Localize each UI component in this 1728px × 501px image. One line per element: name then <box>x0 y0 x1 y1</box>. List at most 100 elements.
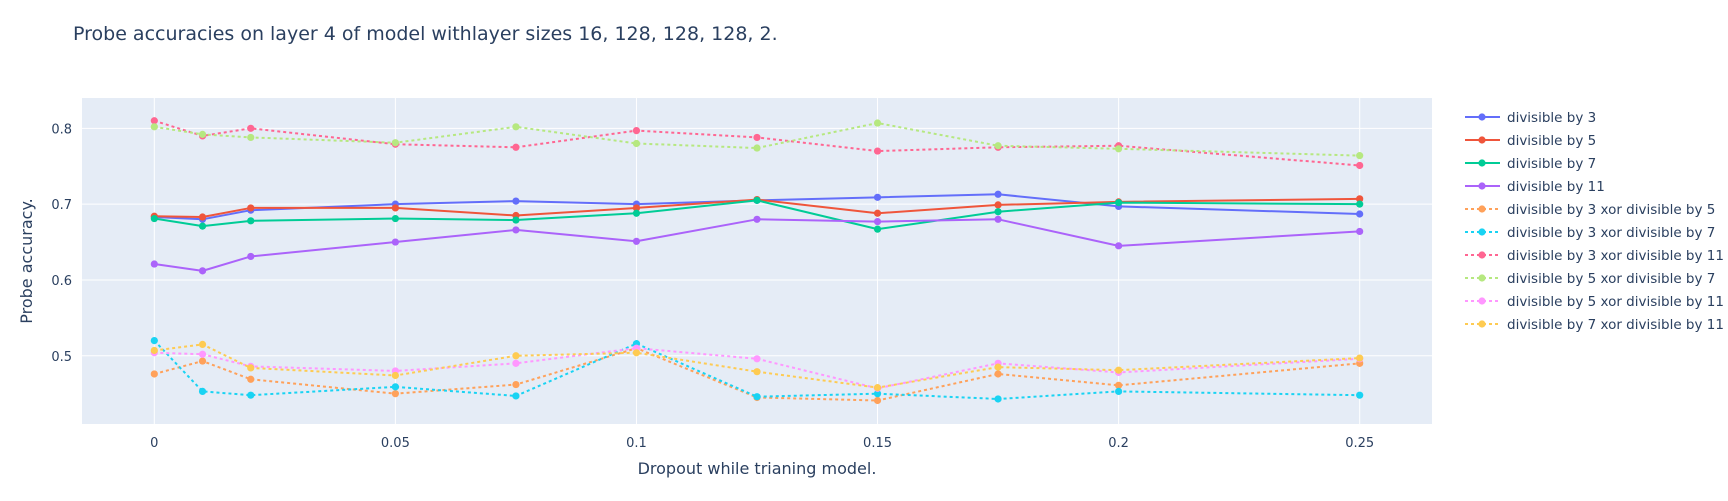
data-point <box>632 237 641 245</box>
y-tick-label: 0.6 <box>51 274 72 289</box>
data-point <box>512 392 520 400</box>
data-point <box>391 390 399 398</box>
legend-item[interactable]: divisible by 3 <box>1465 110 1596 126</box>
data-point <box>994 208 1002 216</box>
data-point <box>632 204 641 212</box>
data-point <box>1356 227 1364 236</box>
data-point <box>873 193 882 201</box>
series-line <box>154 343 1360 389</box>
x-tick-label: 0.25 <box>1345 436 1374 451</box>
data-point <box>632 139 641 148</box>
data-point <box>632 209 641 217</box>
legend-swatch-marker <box>1478 136 1486 144</box>
legend-label: divisible by 3 xor divisible by 5 <box>1507 202 1715 218</box>
data-point <box>632 349 641 357</box>
legend-item[interactable]: divisible by 11 <box>1465 179 1605 195</box>
data-point <box>994 190 1002 198</box>
data-point <box>150 370 158 378</box>
legend-swatch-marker <box>1478 205 1486 213</box>
series <box>150 119 1364 160</box>
data-point <box>198 340 207 348</box>
data-point <box>873 396 882 405</box>
x-tick-label: 0 <box>150 436 158 451</box>
legend-label: divisible by 5 xor divisible by 7 <box>1507 271 1715 287</box>
data-point <box>391 238 399 246</box>
data-point <box>873 384 882 392</box>
data-point <box>247 124 255 132</box>
data-point <box>391 139 399 147</box>
data-point <box>994 370 1002 378</box>
x-tick-label: 0.2 <box>1108 436 1129 451</box>
data-point <box>1356 354 1364 362</box>
legend-label: divisible by 5 xor divisible by 11 <box>1507 294 1724 310</box>
data-point <box>150 337 158 345</box>
data-point <box>247 252 255 261</box>
data-point <box>512 352 520 360</box>
legend-label: divisible by 3 <box>1507 110 1596 126</box>
x-tick-label: 0.05 <box>381 436 410 451</box>
data-point <box>247 133 255 142</box>
legend-item[interactable]: divisible by 7 <box>1465 156 1596 172</box>
data-point <box>247 391 255 399</box>
data-point <box>247 364 255 372</box>
y-axis-ticks: 0.5 0.6 0.7 0.8 <box>51 122 72 364</box>
data-point <box>198 350 207 358</box>
data-point <box>1115 199 1123 207</box>
legend-swatch-marker <box>1478 113 1486 121</box>
data-point <box>1356 195 1364 203</box>
data-point <box>873 147 882 155</box>
data-point <box>873 390 882 398</box>
legend-swatch-marker <box>1478 320 1486 328</box>
data-point <box>994 142 1002 150</box>
legend-item[interactable]: divisible by 5 xor divisible by 7 <box>1465 271 1715 287</box>
legend-swatch-marker <box>1478 251 1486 259</box>
data-point <box>753 393 761 401</box>
y-tick-label: 0.5 <box>51 350 72 365</box>
data-point <box>1356 210 1364 218</box>
data-point <box>632 127 641 135</box>
data-point <box>247 204 255 212</box>
legend-item[interactable]: divisible by 5 xor divisible by 11 <box>1465 294 1724 310</box>
data-point <box>994 215 1002 223</box>
legend: divisible by 3 divisible by 5 divisible by… <box>1465 110 1724 333</box>
data-point <box>753 144 761 152</box>
data-point <box>873 209 882 217</box>
data-point <box>994 201 1002 209</box>
data-point <box>391 214 399 223</box>
data-point <box>512 380 520 389</box>
data-point <box>994 395 1002 403</box>
legend-item[interactable]: divisible by 3 xor divisible by 11 <box>1465 248 1724 264</box>
legend-label: divisible by 3 xor divisible by 7 <box>1507 225 1715 241</box>
series <box>150 215 1364 275</box>
data-point <box>512 216 520 224</box>
data-point <box>391 383 399 391</box>
data-point <box>753 215 761 223</box>
data-point <box>391 204 399 212</box>
chart-title: Probe accuracies on layer 4 of model wit… <box>73 23 778 45</box>
data-point <box>512 123 520 131</box>
data-point <box>150 214 158 223</box>
data-point <box>1115 366 1123 374</box>
data-point <box>512 197 520 205</box>
data-point <box>512 359 520 367</box>
y-tick-label: 0.7 <box>51 198 72 213</box>
y-tick-label: 0.8 <box>51 122 72 137</box>
data-point <box>1356 152 1364 160</box>
data-point <box>150 123 158 131</box>
legend-item[interactable]: divisible by 5 <box>1465 133 1596 149</box>
data-point <box>198 357 207 365</box>
data-point <box>1115 381 1123 389</box>
data-point <box>150 260 158 268</box>
legend-swatch-marker <box>1478 297 1486 305</box>
legend-item[interactable]: divisible by 3 xor divisible by 7 <box>1465 225 1715 241</box>
legend-item[interactable]: divisible by 3 xor divisible by 5 <box>1465 202 1715 218</box>
x-tick-label: 0.15 <box>863 436 892 451</box>
x-axis-title: Dropout while trianing model. <box>638 459 877 478</box>
data-point <box>1356 200 1364 208</box>
data-point <box>753 196 761 204</box>
data-point <box>150 117 158 125</box>
data-point <box>753 368 761 376</box>
legend-item[interactable]: divisible by 7 xor divisible by 11 <box>1465 317 1724 333</box>
legend-label: divisible by 7 <box>1507 156 1596 172</box>
data-point <box>1115 387 1123 395</box>
